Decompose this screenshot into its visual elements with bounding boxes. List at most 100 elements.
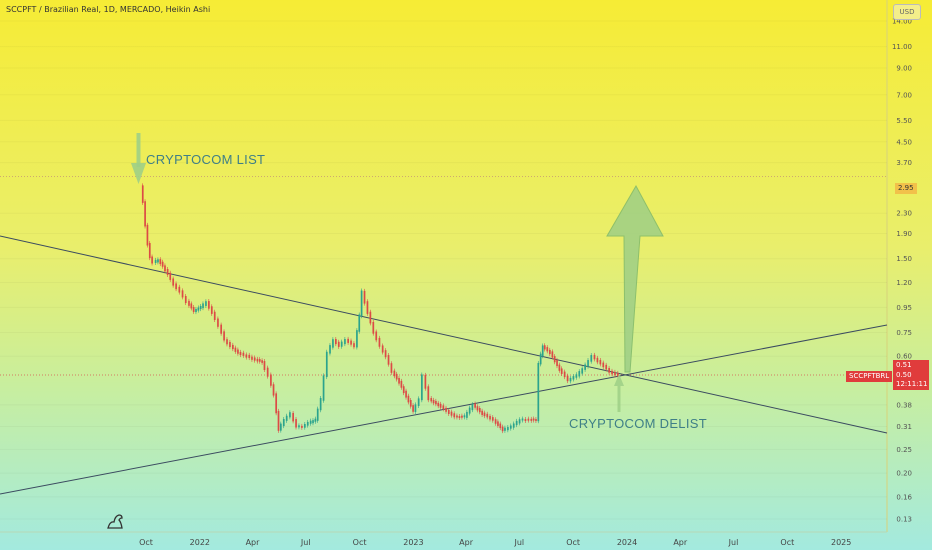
candle-body [605, 364, 608, 370]
price-tick-label: 0.16 [896, 493, 912, 501]
price-tick-label: 5.50 [896, 117, 912, 125]
candle-body [335, 339, 337, 345]
highlight-price-tag: 2.95 [895, 183, 917, 194]
price-tick-label: 3.70 [896, 159, 912, 167]
tradingview-logo[interactable] [106, 512, 128, 534]
candle-body [524, 419, 527, 422]
candle-body [491, 417, 494, 421]
candle-body [463, 415, 466, 418]
candle-body [421, 374, 423, 401]
candle-body [546, 347, 549, 352]
candle-body [393, 370, 396, 377]
candle-body [261, 360, 263, 363]
candle-body [458, 416, 461, 419]
candle-body [199, 305, 202, 310]
price-tick-label: 0.25 [896, 446, 912, 454]
candle-body [192, 306, 195, 312]
candle-body [474, 403, 476, 408]
candle-body [301, 425, 303, 428]
candle-body [553, 356, 556, 363]
candle-body [248, 354, 251, 359]
price-scale[interactable]: 14.00 11.00 9.00 7.00 5.50 4.50 3.70 2.30 1.90 1.… [892, 18, 913, 524]
candle-body [575, 374, 578, 378]
candle-body [358, 314, 361, 332]
candle-body [527, 418, 530, 421]
candle-body [407, 395, 410, 403]
candle-body [445, 407, 447, 412]
candle-body [499, 423, 502, 429]
candle-body [593, 354, 596, 360]
candle-body [159, 259, 162, 265]
candle-body [253, 357, 256, 361]
candle-body [395, 373, 398, 380]
symbol-title[interactable]: SCCPFT / Brazilian Real, 1D, MERCADO, He… [6, 5, 211, 14]
candle-body [314, 418, 317, 422]
time-tick-label: Oct [780, 538, 794, 547]
candle-body [146, 224, 149, 246]
candle-body [282, 419, 285, 427]
listing-arrow-shaft [136, 133, 141, 167]
candle-body [584, 364, 586, 370]
candle-body [486, 413, 489, 418]
candle-body [229, 341, 231, 348]
time-tick-label: 2025 [831, 538, 851, 547]
candle-body [424, 374, 427, 389]
candle-body [251, 356, 253, 360]
candles [141, 183, 619, 434]
candle-body [239, 351, 242, 356]
candle-body [402, 386, 405, 394]
candle-body [322, 375, 325, 401]
candle-body [325, 351, 328, 378]
candle-body [556, 359, 558, 367]
price-tick-label: 0.20 [896, 470, 912, 478]
target-arrow[interactable] [606, 184, 664, 373]
candle-body [306, 421, 309, 426]
candle-body [414, 404, 417, 412]
candle-body [439, 403, 442, 408]
time-tick-label: Apr [246, 538, 261, 547]
candle-body [375, 331, 378, 341]
candle-body [157, 259, 159, 263]
candle-body [161, 261, 164, 267]
candle-body [558, 364, 561, 371]
candle-body [237, 349, 239, 354]
candle-body [453, 413, 456, 418]
cryptocom-delist-label[interactable]: CRYPTOCOM DELIST [569, 416, 707, 431]
candle-body [309, 420, 312, 424]
descending-trendline[interactable] [0, 235, 888, 434]
delist-arrow-head[interactable] [614, 374, 624, 386]
candle-body [387, 355, 390, 365]
candle-body [537, 362, 540, 422]
candle-body [608, 368, 610, 373]
candle-body [319, 398, 322, 411]
candle-body [295, 419, 297, 428]
candle-body [466, 411, 468, 418]
candle-body [166, 269, 169, 275]
time-scale[interactable]: Oct 2022 Apr Jul Oct 2023 Apr Jul Oct 2024 Apr Jul O… [139, 538, 851, 547]
candle-body [400, 380, 403, 388]
time-tick-label: 2023 [403, 538, 423, 547]
candle-body [521, 418, 524, 421]
candle-body [340, 341, 343, 347]
candle-body [476, 406, 479, 411]
candle-body [181, 290, 184, 298]
candle-body [509, 425, 512, 429]
candle-body [541, 345, 544, 357]
candle-body [202, 303, 204, 309]
candle-body [366, 301, 369, 314]
candle-body [369, 311, 372, 324]
price-tick-label: 1.90 [896, 230, 912, 238]
listing-arrow-head[interactable] [131, 163, 146, 184]
price-tick-label: 1.50 [896, 255, 912, 263]
currency-button[interactable]: USD [893, 4, 921, 20]
candle-body [272, 384, 275, 396]
annotation-arrows[interactable] [131, 133, 664, 412]
cryptocom-list-label[interactable]: CRYPTOCOM LIST [146, 152, 266, 167]
candle-body [226, 339, 228, 345]
candle-body [312, 420, 314, 424]
candle-body [258, 359, 261, 362]
candle-body [551, 351, 554, 358]
price-tick-label: 0.75 [896, 329, 912, 337]
